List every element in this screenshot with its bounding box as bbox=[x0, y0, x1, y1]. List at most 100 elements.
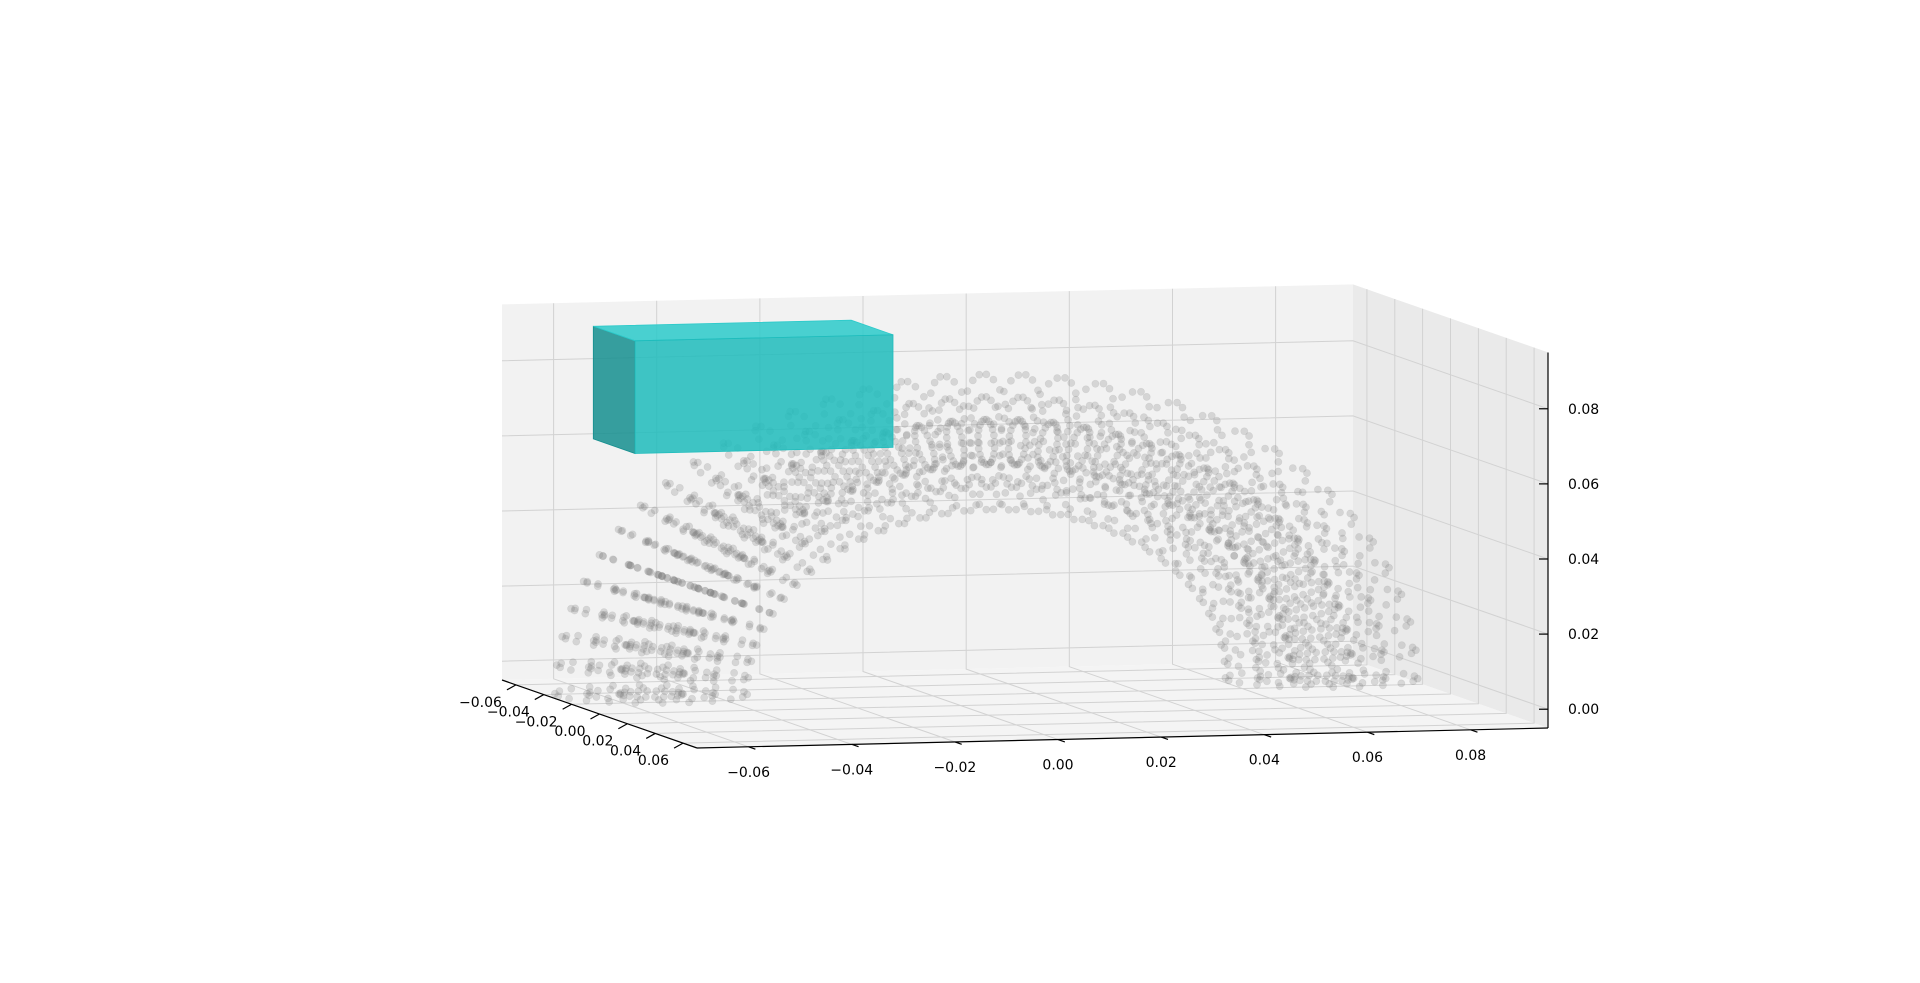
scatter-point bbox=[694, 584, 703, 593]
scatter-point bbox=[833, 521, 842, 530]
scatter-point bbox=[1177, 434, 1186, 443]
scatter-point bbox=[609, 555, 617, 564]
scatter-point bbox=[701, 561, 710, 570]
scatter-point bbox=[1270, 565, 1279, 573]
scatter-point bbox=[1253, 500, 1262, 509]
scatter-point bbox=[787, 450, 796, 459]
scatter-point bbox=[625, 560, 633, 569]
scatter-point bbox=[1187, 573, 1196, 582]
scatter-point bbox=[621, 684, 630, 693]
scatter-point bbox=[790, 522, 799, 531]
scatter-point bbox=[600, 612, 609, 620]
scatter-point bbox=[650, 623, 659, 632]
scatter-point bbox=[658, 572, 667, 581]
scatter-point bbox=[886, 514, 895, 523]
scatter-point bbox=[950, 493, 959, 502]
scatter-point bbox=[845, 467, 854, 476]
y-tick-label: 0.00 bbox=[554, 724, 585, 740]
scatter-point bbox=[1034, 386, 1042, 395]
scatter-point bbox=[960, 506, 968, 515]
scatter-point bbox=[1299, 580, 1308, 589]
scatter-point bbox=[1145, 490, 1154, 498]
scatter-point bbox=[720, 593, 729, 602]
scatter-point bbox=[1102, 467, 1111, 476]
scatter-point bbox=[843, 472, 851, 481]
scatter-point bbox=[690, 629, 699, 637]
scatter-point bbox=[666, 513, 674, 522]
scatter-point bbox=[886, 455, 895, 464]
scatter-point bbox=[719, 570, 727, 579]
scatter-point bbox=[746, 452, 755, 461]
scatter-point bbox=[643, 669, 652, 678]
scatter-point bbox=[1288, 659, 1297, 668]
scatter-point bbox=[600, 636, 609, 644]
scatter-point bbox=[1203, 472, 1211, 481]
scatter-point bbox=[1158, 459, 1166, 468]
scatter-point bbox=[1241, 559, 1249, 568]
scatter-point bbox=[659, 663, 667, 672]
x-tick-label: 0.00 bbox=[1042, 758, 1073, 774]
scatter-point bbox=[701, 629, 709, 637]
box-front-face bbox=[634, 334, 894, 454]
scatter-point bbox=[619, 587, 628, 595]
scatter-point bbox=[690, 528, 698, 537]
scatter-point bbox=[1214, 583, 1223, 591]
scatter-point bbox=[626, 687, 635, 696]
scatter-point bbox=[1269, 596, 1278, 604]
scatter-point bbox=[898, 444, 907, 453]
scatter-point bbox=[824, 507, 833, 516]
scatter-point bbox=[1306, 548, 1314, 556]
scatter-point bbox=[943, 422, 952, 431]
scatter-point bbox=[1215, 526, 1224, 535]
scatter-point bbox=[995, 412, 1003, 421]
scatter-point bbox=[1005, 474, 1013, 482]
scatter-point bbox=[1282, 574, 1291, 583]
scatter-point bbox=[1298, 635, 1307, 643]
scatter-point bbox=[711, 564, 719, 573]
scatter-point bbox=[621, 641, 630, 649]
scatter-point bbox=[897, 377, 906, 386]
scatter-point bbox=[701, 687, 710, 695]
scatter-point bbox=[607, 614, 616, 622]
scatter-point bbox=[657, 595, 666, 604]
scatter-point bbox=[1355, 552, 1364, 560]
scatter-point bbox=[938, 453, 947, 461]
scatter-point bbox=[1021, 370, 1030, 379]
scatter-point bbox=[740, 533, 749, 542]
scatter-point bbox=[1272, 495, 1281, 504]
scatter-point bbox=[926, 465, 935, 474]
scatter-point bbox=[636, 696, 645, 704]
scatter-point bbox=[1190, 513, 1199, 522]
scatter-point bbox=[774, 491, 783, 500]
scatter-point bbox=[620, 688, 629, 697]
scatter-point bbox=[1138, 497, 1147, 506]
scatter-point bbox=[635, 664, 644, 673]
scatter-point bbox=[1036, 390, 1044, 399]
scatter-point bbox=[1255, 545, 1264, 554]
scatter-point bbox=[1043, 461, 1052, 469]
scatter-point bbox=[1096, 432, 1105, 441]
scatter-point bbox=[1161, 559, 1170, 567]
scatter-point bbox=[887, 498, 896, 507]
scatter-point bbox=[977, 455, 986, 464]
scatter-point bbox=[1244, 570, 1253, 578]
scatter-point bbox=[1265, 594, 1273, 603]
scatter-point bbox=[570, 606, 579, 615]
scatter-point bbox=[1375, 612, 1383, 621]
scatter-point bbox=[1182, 535, 1191, 543]
scatter-point bbox=[731, 597, 739, 605]
scatter-point bbox=[860, 506, 869, 515]
scatter-point bbox=[616, 690, 624, 699]
scatter-point bbox=[1207, 510, 1215, 519]
scatter-point bbox=[616, 665, 625, 674]
scatter-point bbox=[835, 477, 844, 486]
scatter-point bbox=[1303, 469, 1311, 477]
scatter-point bbox=[671, 549, 679, 557]
scatter-point bbox=[711, 509, 720, 517]
scatter-point bbox=[769, 519, 778, 527]
scatter-point bbox=[644, 596, 653, 604]
z-grid-line bbox=[501, 565, 1549, 635]
scatter-point bbox=[739, 554, 748, 563]
scatter-point bbox=[1324, 607, 1333, 616]
scatter-point bbox=[820, 489, 829, 498]
